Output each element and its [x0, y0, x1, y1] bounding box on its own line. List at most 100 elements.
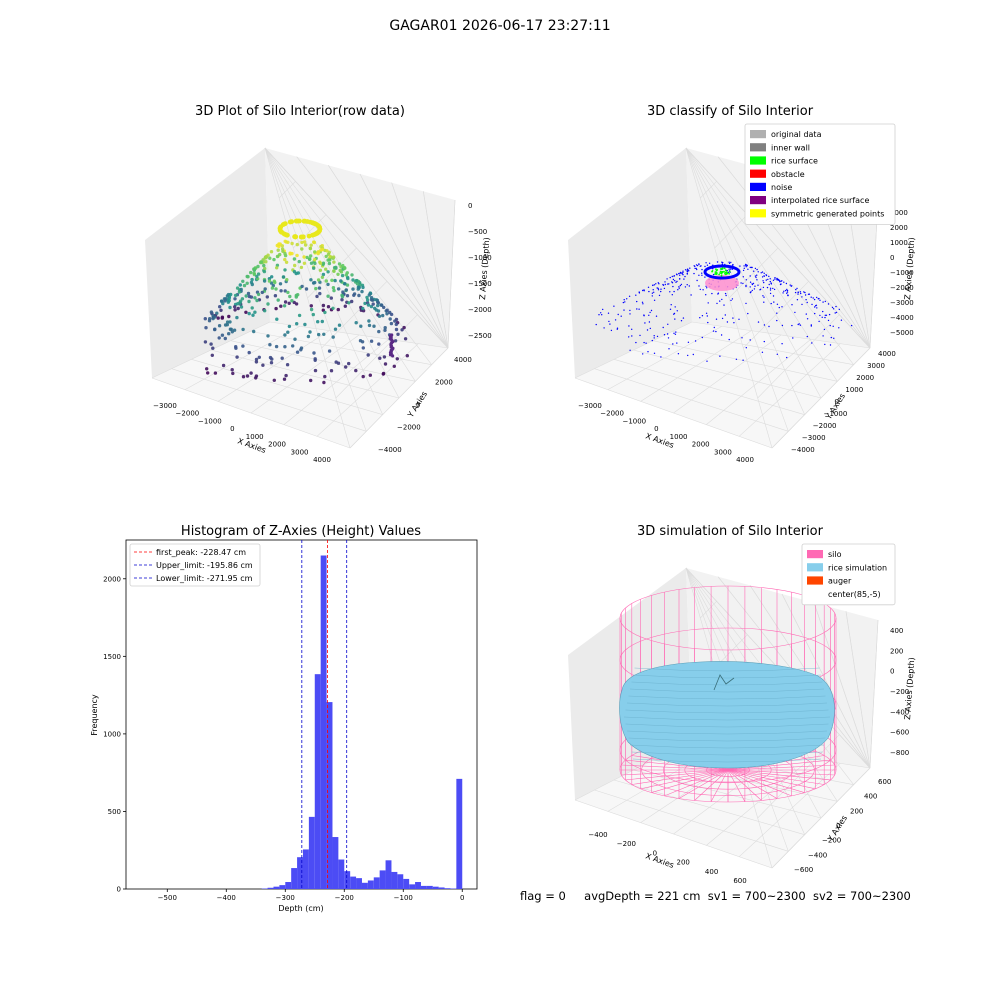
- classify-noise-point: [804, 294, 807, 296]
- raw-point: [316, 320, 320, 324]
- raw-point: [209, 342, 213, 346]
- classify-noise-point: [695, 264, 698, 266]
- classify-noise-point: [757, 284, 759, 286]
- raw-point: [365, 295, 369, 300]
- classify-zlabel: Z Axies (Depth): [903, 237, 916, 300]
- raw-point: [332, 266, 337, 270]
- raw-point: [300, 234, 306, 240]
- cls-gridline: [717, 156, 871, 349]
- classify-noise-point: [622, 301, 625, 304]
- classify-noise-point: [761, 276, 764, 278]
- classify-rice-point: [726, 271, 728, 274]
- raw-point: [391, 354, 395, 358]
- classify-noise-point: [805, 299, 807, 301]
- classify-noise-point: [751, 283, 754, 286]
- raw-point: [373, 306, 377, 310]
- raw-point: [268, 343, 272, 347]
- raw-point: [220, 316, 224, 320]
- simulation-legend: silo rice simulation auger center(85,-5): [801, 543, 896, 606]
- classify-noise-point: [761, 271, 764, 273]
- raw-point: [286, 290, 290, 295]
- raw-point: [209, 310, 214, 314]
- classify-noise-point: [778, 279, 781, 281]
- raw-point: [394, 317, 399, 322]
- classify-noise-point: [745, 264, 747, 267]
- raw-point: [358, 339, 363, 343]
- silo-floor-spoke: [664, 769, 729, 797]
- cls-gridline: [738, 343, 841, 437]
- cls-z-tick: 0: [890, 254, 894, 262]
- cls-z-tick: 2000: [890, 224, 908, 232]
- raw-point: [317, 286, 322, 290]
- raw-point: [275, 254, 280, 259]
- cls-legend-label: original data: [771, 130, 822, 139]
- classify-noise-point: [723, 304, 725, 306]
- raw-gridline: [264, 147, 449, 349]
- raw-point: [270, 275, 274, 279]
- classify-rice-point: [723, 267, 726, 270]
- classify-noise-point: [682, 274, 684, 276]
- histogram-legend-label: first_peak: -228.47 cm: [156, 548, 246, 557]
- classify-noise-point: [795, 288, 797, 291]
- classify-noise-point: [673, 313, 675, 315]
- raw-point: [254, 374, 259, 378]
- cls-y-tick: −4000: [791, 446, 815, 454]
- raw-point: [250, 282, 254, 287]
- classify-noise-point: [816, 296, 818, 299]
- raw-point: [262, 279, 267, 283]
- classify-noise-point: [767, 278, 769, 281]
- classify-noise-point: [745, 302, 747, 305]
- classify-noise-point: [803, 291, 805, 293]
- sim-x-tick: −400: [588, 831, 607, 839]
- classify-noise-point: [827, 319, 830, 322]
- classify-noise-point: [642, 353, 644, 355]
- silo-floor-spoke: [727, 769, 746, 802]
- classify-noise-point: [794, 291, 797, 294]
- raw-point: [350, 299, 354, 304]
- classify-noise-point: [799, 324, 802, 326]
- cls-x-tick: −2000: [600, 410, 624, 418]
- raw-point: [393, 339, 398, 343]
- histogram-bar: [379, 870, 386, 889]
- classify-noise-point: [705, 312, 708, 314]
- cls-x-tick: −3000: [578, 402, 602, 410]
- raw-point: [317, 332, 321, 337]
- classify-noise-point: [701, 336, 703, 339]
- histogram-bar: [344, 871, 351, 889]
- classify-noise-point: [653, 291, 655, 293]
- raw-point: [278, 228, 283, 234]
- classify-noise-point: [721, 317, 724, 320]
- histogram-bar: [356, 878, 362, 889]
- raw-point: [241, 327, 245, 332]
- raw-point: [251, 313, 255, 317]
- classify-noise-point: [750, 291, 752, 293]
- cls-legend-swatch: [750, 182, 766, 191]
- raw-point: [400, 328, 404, 332]
- raw-point: [256, 292, 261, 297]
- classify-noise-point: [698, 285, 700, 287]
- raw-point: [338, 268, 342, 273]
- classify-noise-point: [829, 324, 831, 327]
- raw-point: [295, 253, 299, 258]
- raw-point: [396, 332, 400, 336]
- classify-noise-point: [806, 335, 808, 338]
- raw-y-tick: −2000: [397, 424, 421, 432]
- raw-point: [381, 313, 385, 318]
- raw-gridline: [391, 182, 449, 349]
- raw-gridline: [447, 199, 456, 349]
- classify-rice-point: [711, 270, 713, 273]
- classify-noise-point: [628, 325, 630, 327]
- raw-point: [252, 267, 256, 271]
- raw-point: [204, 326, 208, 330]
- raw-point: [297, 313, 302, 318]
- raw-point: [225, 320, 230, 324]
- classify-noise-point: [811, 303, 813, 306]
- raw-point: [323, 374, 327, 379]
- classify-noise-point: [653, 284, 656, 286]
- classify-noise-point: [730, 299, 732, 302]
- classify-pane-floor: [575, 322, 870, 448]
- cls-y-tick: −2000: [813, 422, 837, 430]
- silo-floor-spoke: [727, 764, 835, 771]
- classify-noise-point: [716, 261, 719, 263]
- raw-y-tick: 2000: [435, 379, 453, 387]
